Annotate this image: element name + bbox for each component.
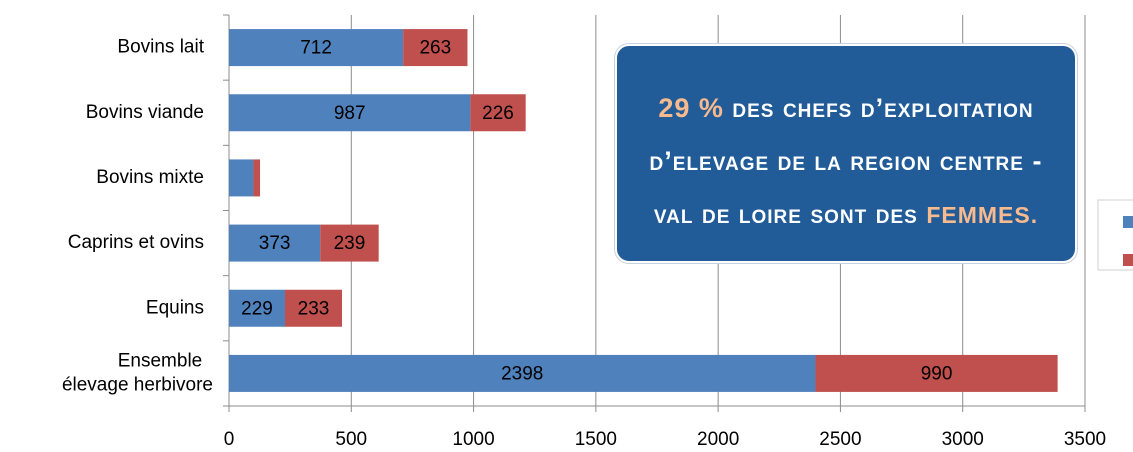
y-tick-label: Bovins viande	[86, 102, 204, 123]
legend-swatch	[1123, 216, 1133, 228]
data-label: 229	[241, 298, 273, 319]
data-label: 239	[334, 233, 366, 254]
x-tick-label: 1000	[452, 429, 494, 450]
y-tick-label: Equins	[146, 297, 204, 318]
bar-segment	[815, 354, 1058, 392]
x-tick-label: 2000	[697, 429, 739, 450]
data-label: 712	[300, 38, 332, 59]
bar-segment	[229, 289, 286, 327]
x-tick-label: 1500	[575, 429, 617, 450]
bar-segment	[229, 354, 816, 392]
bar-segment	[253, 159, 261, 197]
y-tick-label: Caprins et ovins	[68, 232, 204, 253]
x-tick-label: 3500	[1064, 429, 1106, 450]
bar-segment	[229, 224, 321, 262]
data-label: 226	[482, 103, 514, 124]
data-label: 990	[921, 363, 953, 384]
y-tick-label: Bovins mixte	[96, 167, 204, 188]
bar-segment	[403, 29, 468, 67]
bar-segment	[470, 94, 526, 132]
bar-segment	[285, 289, 342, 327]
annotation-highlight: 29 %	[658, 93, 724, 123]
y-tick-label: Ensemble élevage herbivore	[62, 350, 213, 395]
data-label: 233	[298, 298, 330, 319]
data-label: 263	[419, 38, 451, 59]
bar-segment	[229, 94, 471, 132]
data-label: 2398	[501, 363, 543, 384]
bar-segment	[229, 159, 254, 197]
y-tick-label: Bovins lait	[117, 37, 204, 58]
data-label: 373	[259, 233, 291, 254]
annotation-box: 29 % des chefs d’exploitation d’elevage …	[615, 44, 1077, 263]
x-tick-label: 3000	[942, 429, 984, 450]
data-label: 987	[334, 103, 366, 124]
x-tick-label: 0	[224, 429, 235, 450]
legend-swatch	[1123, 254, 1133, 266]
x-tick-label: 2500	[819, 429, 861, 450]
bar-segment	[229, 29, 404, 67]
annotation-highlight: FEMMES.	[926, 202, 1039, 228]
annotation-text: des chefs d’exploitation d’elevage de la…	[649, 93, 1043, 229]
bar-segment	[320, 224, 379, 262]
x-tick-label: 500	[335, 429, 367, 450]
